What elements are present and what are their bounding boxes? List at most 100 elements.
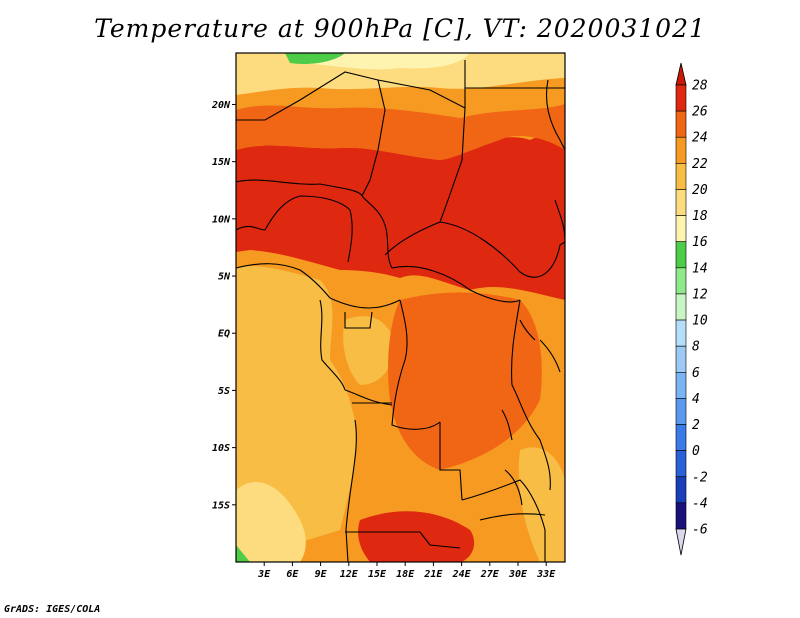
colorbar-swatch: [675, 424, 687, 451]
colorbar-label: -2: [692, 470, 708, 485]
border-line: [391, 299, 441, 430]
country-borders: [236, 60, 565, 562]
border-line: [511, 299, 551, 491]
border-line: [501, 409, 513, 441]
colorbar-label: 2: [692, 418, 700, 433]
lon-tick-label: 3E: [257, 569, 271, 580]
border-line: [264, 195, 353, 263]
border-line: [384, 221, 441, 256]
colorbar-label: 12: [692, 287, 708, 302]
field-south-red: [358, 511, 475, 562]
colorbar-label: -6: [692, 523, 708, 538]
colorbar-swatch: [675, 502, 687, 530]
border-line: [539, 339, 561, 373]
colorbar-swatch: [675, 267, 687, 295]
lon-tick-label: 15E: [368, 569, 387, 580]
colorbar-swatch: [675, 163, 687, 190]
border-line: [377, 60, 466, 109]
border-line: [319, 299, 346, 391]
lon-tick-label: 18E: [396, 569, 415, 580]
colorbar-label: 14: [692, 261, 708, 276]
temperature-field: [236, 53, 565, 562]
border-line: [361, 79, 386, 197]
field-north-pale: [300, 53, 470, 70]
colorbar-label: 28: [692, 79, 708, 94]
field-north-green: [285, 53, 345, 64]
colorbar-swatch: [675, 371, 687, 399]
border-line: [519, 319, 536, 341]
map-title: Temperature at 900hPa [C], VT: 202003102…: [94, 14, 706, 43]
colorbar-label: 24: [692, 131, 708, 146]
colorbar-label: 8: [692, 340, 700, 355]
border-line: [504, 469, 523, 506]
field-southeast-light: [518, 447, 565, 562]
grads-credit: GrADS: IGES/COLA: [4, 604, 101, 615]
colorbar-label: 6: [692, 366, 700, 381]
lon-tick-label: 30E: [508, 569, 528, 580]
colorbar-label: -4: [692, 496, 708, 511]
colorbar-swatch: [675, 450, 687, 478]
colorbar-label: 0: [692, 444, 700, 459]
field-southwest-pale: [236, 481, 306, 562]
border-line: [344, 389, 393, 406]
lat-tick-label: 10N: [212, 214, 231, 225]
colorbar-swatch: [675, 476, 687, 504]
colorbar-swatch: [675, 241, 687, 269]
field-central-orange: [388, 292, 542, 470]
lon-tick-label: 12E: [340, 569, 359, 580]
colorbar-swatch: [675, 110, 687, 138]
colorbar-label: 18: [692, 209, 708, 224]
colorbar-label: 16: [692, 235, 708, 250]
border-line: [391, 265, 521, 303]
colorbar-label: 20: [692, 183, 708, 198]
colorbar-label: 22: [692, 157, 708, 172]
lon-tick-label: 9E: [315, 569, 328, 580]
lat-tick-label: 15N: [212, 157, 231, 168]
colorbar-swatch: [675, 398, 687, 425]
colorbar-swatch: [675, 345, 687, 373]
border-line: [439, 107, 466, 223]
lat-tick-label: 5N: [218, 272, 231, 283]
field-north-orange: [236, 104, 565, 160]
colorbar-swatch: [675, 84, 687, 112]
border-line: [329, 297, 401, 309]
colorbar-swatch: [675, 319, 687, 347]
field-sahel-red: [236, 135, 565, 300]
lat-tick-label: 15S: [212, 500, 230, 511]
colorbar-swatch: [675, 189, 687, 216]
colorbar-label: 26: [692, 105, 708, 120]
border-line: [344, 311, 373, 329]
border-line: [236, 71, 379, 121]
lon-tick-label: 33E: [536, 569, 556, 580]
border-line: [345, 419, 357, 562]
lon-tick-label: 27E: [480, 569, 500, 580]
border-line: [461, 479, 546, 562]
border-line: [236, 263, 331, 299]
border-line: [361, 195, 393, 269]
colorbar-swatch: [675, 136, 687, 164]
border-line: [545, 79, 565, 151]
colorbar-swatch: [675, 215, 687, 243]
plot-frame: [235, 52, 566, 563]
field-congo-light: [343, 316, 395, 385]
border-line: [345, 531, 461, 549]
lon-tick-label: 6E: [286, 569, 299, 580]
colorbar-top-arrow: [675, 62, 687, 86]
lat-tick-label: 10S: [212, 443, 230, 454]
border-line: [479, 513, 546, 521]
colorbar-bottom-arrow: [675, 528, 687, 556]
border-line: [236, 179, 363, 197]
lat-tick-label: EQ: [218, 329, 230, 340]
colorbar-label: 10: [692, 314, 708, 329]
border-line: [439, 422, 463, 501]
lat-tick-label: 20N: [211, 100, 231, 111]
colorbar-label: 4: [692, 392, 700, 407]
border-line: [439, 221, 565, 278]
lon-tick-label: 21E: [423, 569, 443, 580]
lon-tick-label: 24E: [452, 569, 472, 580]
colorbar-swatch: [675, 293, 687, 321]
latitude-axis: 20N 15N 10N 5N EQ 5S 10S 15S: [211, 100, 236, 511]
field-southwest-green: [236, 545, 250, 562]
longitude-axis: 3E 6E 9E 12E 15E 18E 21E 24E 27E 30E 33E: [257, 562, 556, 580]
